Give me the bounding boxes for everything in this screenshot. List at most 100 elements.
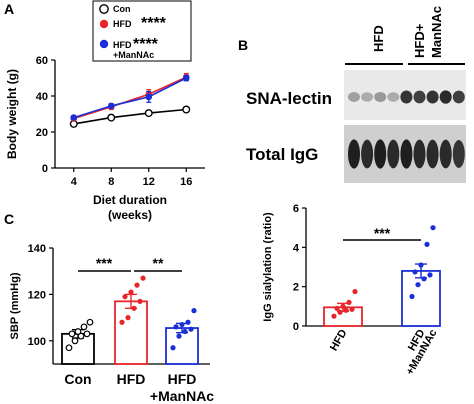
- y-tick-label: 20: [36, 127, 48, 139]
- chart-c-significance-1: ***: [96, 255, 113, 271]
- data-point-mannac: [182, 328, 188, 335]
- blot-band: [413, 90, 426, 104]
- data-point-mannac: [415, 282, 421, 288]
- panel-a-label: A: [4, 1, 14, 17]
- chart-a-y-label: Body weight (g): [5, 69, 19, 159]
- blot-band: [452, 90, 465, 104]
- panel-c-label: C: [4, 211, 14, 227]
- data-point-hfd: [140, 275, 146, 281]
- blot-band: [374, 139, 387, 169]
- data-point-hfd: [334, 305, 340, 311]
- data-point-con: [74, 328, 82, 335]
- chart-a-x-label-line2: (weeks): [108, 208, 152, 222]
- chart-a-y-ticks: 0 20 40 60: [36, 55, 55, 175]
- legend-mannac-label-2: +ManNAc: [113, 50, 154, 60]
- data-point-mannac: [145, 93, 153, 101]
- data-point-mannac: [424, 241, 430, 247]
- data-point-con: [83, 330, 91, 338]
- x-tick-label: HFD: [117, 371, 146, 387]
- x-tick-label: Con: [64, 371, 91, 387]
- blot-band: [400, 90, 413, 104]
- blot-band: [452, 140, 465, 168]
- chart-a-x-label-line1: Diet duration: [93, 193, 167, 207]
- y-tick-label: 60: [36, 55, 48, 67]
- y-tick-label: 40: [36, 91, 48, 103]
- legend-mannac-label: HFD: [113, 40, 132, 50]
- chart-b: 0 2 4 6 HFD HFD+ManNAc *** IgG sialylation (…: [262, 203, 441, 377]
- chart-c: 100 120 140 Con HFD HFD+ManNAc *** ** SBP (m…: [9, 243, 214, 404]
- x-tick-label-2: +ManNAc: [150, 388, 214, 404]
- bar-mannac: [165, 327, 199, 365]
- x-tick-label: 4: [71, 176, 78, 188]
- bar-hfd: [114, 300, 148, 365]
- data-point-con: [77, 332, 85, 340]
- y-tick-label: 120: [28, 289, 46, 301]
- data-point-mannac: [191, 308, 197, 314]
- legend-mannac-significance: ****: [133, 36, 159, 53]
- data-point-con: [86, 318, 94, 326]
- data-point-con: [71, 337, 79, 345]
- data-point-hfd: [343, 307, 349, 313]
- data-point-con: [80, 323, 88, 331]
- blot-band: [426, 90, 439, 104]
- chart-b-significance: ***: [374, 225, 391, 241]
- data-point-hfd: [134, 282, 140, 288]
- chart-a: 0 20 40 60 4 8 12 16 Body weight (g) Diet dura…: [5, 0, 205, 222]
- chart-b-y-ticks: 0 2 4 6: [293, 203, 306, 333]
- legend-hfd-label: HFD: [113, 19, 132, 29]
- blot-band: [413, 139, 426, 169]
- data-point-mannac: [421, 276, 427, 282]
- data-point-hfd: [331, 313, 337, 319]
- chart-a-x-ticks: 4 8 12 16: [71, 168, 192, 188]
- blot-band: [387, 92, 400, 102]
- blot-band: [426, 139, 439, 169]
- data-point-hfd: [346, 299, 352, 305]
- y-tick-label: 0: [293, 321, 299, 333]
- blot-band: [361, 139, 374, 169]
- data-point-mannac: [412, 269, 418, 275]
- blot-band: [439, 90, 452, 104]
- chart-c-x-labels: Con HFD HFD+ManNAc: [64, 371, 214, 404]
- blot-band: [348, 139, 360, 169]
- y-tick-label: 140: [28, 243, 46, 255]
- western-blot: HFD HFD+ ManNAc SNA-lectin Total IgG: [246, 6, 466, 183]
- data-point-hfd: [340, 303, 346, 309]
- data-point-hfd: [352, 288, 358, 295]
- y-tick-label: 0: [42, 163, 48, 175]
- data-point-con: [68, 330, 76, 338]
- data-point-mannac: [179, 321, 185, 328]
- data-point-mannac: [107, 102, 115, 110]
- data-point-hfd: [122, 294, 128, 300]
- data-point-mannac: [409, 293, 415, 300]
- panel-b-label: B: [238, 37, 248, 53]
- chart-b-y-label: IgG sialylation (ratio): [262, 212, 274, 322]
- legend-hfd-significance: ****: [141, 15, 167, 32]
- legend-con-label: Con: [113, 4, 131, 14]
- blot-row2-bands: [348, 139, 465, 169]
- x-tick-label: 12: [143, 176, 155, 188]
- data-point-mannac: [176, 333, 182, 339]
- chart-c-y-ticks: 100 120 140: [28, 243, 53, 348]
- x-tick-label: HFD: [328, 327, 350, 353]
- blot-group-mannac-label-1: HFD+: [412, 23, 427, 58]
- x-tick-label: 16: [180, 176, 192, 188]
- blot-band: [400, 139, 413, 169]
- legend-box: [92, 0, 192, 62]
- data-point-hfd: [137, 298, 143, 304]
- data-point-mannac: [185, 319, 191, 325]
- blot-band: [387, 139, 400, 169]
- data-point-mannac: [182, 74, 190, 82]
- series-line-hfd: [73, 76, 187, 120]
- blot-band: [439, 139, 452, 169]
- legend-hfd-marker: [99, 19, 109, 29]
- data-point-hfd: [349, 306, 355, 312]
- chart-b-bars: [323, 225, 441, 327]
- chart-a-series: [69, 72, 191, 128]
- blot-band: [361, 92, 374, 102]
- data-point-mannac: [173, 324, 179, 330]
- y-tick-label: 2: [293, 282, 299, 294]
- blot-band: [374, 91, 387, 103]
- data-point-con: [182, 105, 191, 114]
- blot-row1-label: SNA-lectin: [246, 89, 332, 108]
